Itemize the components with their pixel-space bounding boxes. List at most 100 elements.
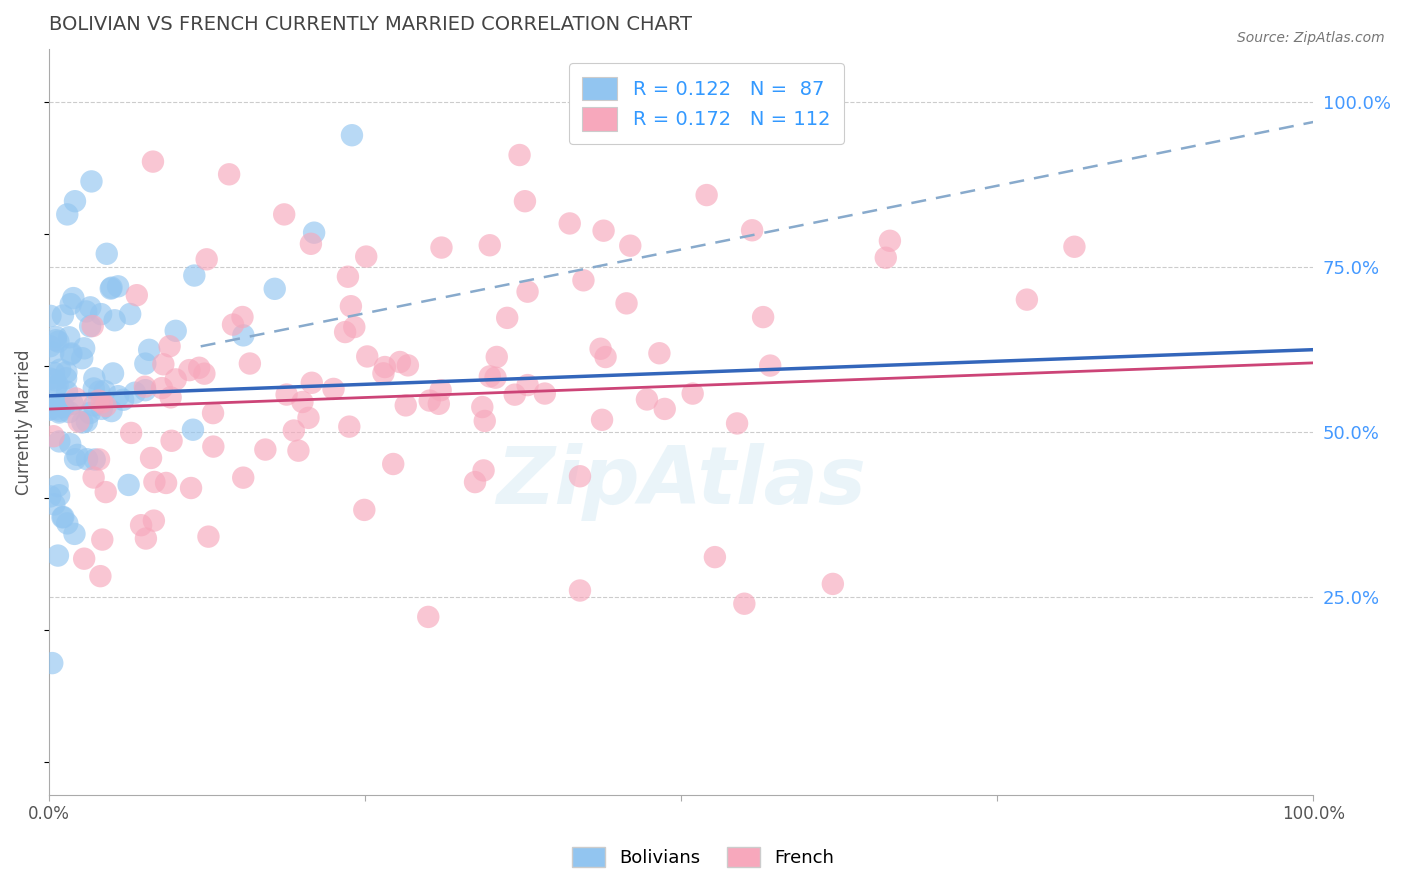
Point [589,342,612,356]
Point [46,479,69,493]
Point [572,273,595,287]
Point [38,402,60,417]
Point [263,282,285,296]
Point [696,188,718,202]
Point [39,490,62,504]
Point [48,399,70,413]
Point [120,425,142,440]
Point [616,296,638,310]
Point [39,339,62,353]
Point [301,376,323,390]
Point [38,402,60,417]
Point [134,380,156,394]
Point [429,383,451,397]
Point [155,475,177,490]
Point [112,392,135,407]
Point [654,401,676,416]
Point [100,280,122,294]
Point [1063,240,1085,254]
Point [239,357,262,371]
Point [142,514,165,528]
Point [725,417,748,431]
Point [125,288,148,302]
Point [87,393,110,408]
Point [45,381,67,395]
Point [752,310,775,324]
Point [80,174,103,188]
Point [297,410,319,425]
Point [72,416,94,430]
Point [232,470,254,484]
Point [354,250,377,264]
Point [48,334,70,349]
Point [83,452,105,467]
Point [595,350,617,364]
Legend: R = 0.122   N =  87, R = 0.172   N = 112: R = 0.122 N = 87, R = 0.172 N = 112 [569,63,844,145]
Point [619,238,641,252]
Point [733,597,755,611]
Point [107,279,129,293]
Point [396,359,419,373]
Point [83,371,105,385]
Point [41,656,63,670]
Point [299,236,322,251]
Point [478,369,501,384]
Point [63,194,86,209]
Point [533,386,555,401]
Point [45,333,67,347]
Point [39,372,62,386]
Point [197,530,219,544]
Point [76,414,98,428]
Point [89,569,111,583]
Point [513,194,536,209]
Point [45,401,67,416]
Point [759,359,782,373]
Point [569,583,592,598]
Point [55,365,77,379]
Legend: Bolivians, French: Bolivians, French [565,839,841,874]
Point [419,393,441,408]
Point [193,367,215,381]
Point [343,320,366,334]
Point [333,325,356,339]
Point [134,357,156,371]
Point [202,440,225,454]
Point [104,313,127,327]
Point [124,385,146,400]
Point [100,404,122,418]
Point [474,414,496,428]
Point [42,345,65,359]
Point [76,452,98,467]
Point [120,307,142,321]
Y-axis label: Currently Married: Currently Married [15,350,32,495]
Point [89,384,111,399]
Point [42,429,65,443]
Point [67,415,90,429]
Point [87,452,110,467]
Point [39,309,62,323]
Point [73,551,96,566]
Point [322,382,344,396]
Point [472,463,495,477]
Point [90,401,112,416]
Point [516,285,538,299]
Point [143,475,166,489]
Point [45,330,67,344]
Point [55,371,77,385]
Point [232,328,254,343]
Point [49,362,72,376]
Point [195,252,218,267]
Point [79,406,101,420]
Point [60,346,83,360]
Point [430,241,453,255]
Point [63,527,86,541]
Point [150,381,173,395]
Point [56,207,79,221]
Point [129,518,152,533]
Point [418,610,440,624]
Point [65,392,87,406]
Point [48,434,70,449]
Point [59,347,82,361]
Point [51,510,73,524]
Point [180,481,202,495]
